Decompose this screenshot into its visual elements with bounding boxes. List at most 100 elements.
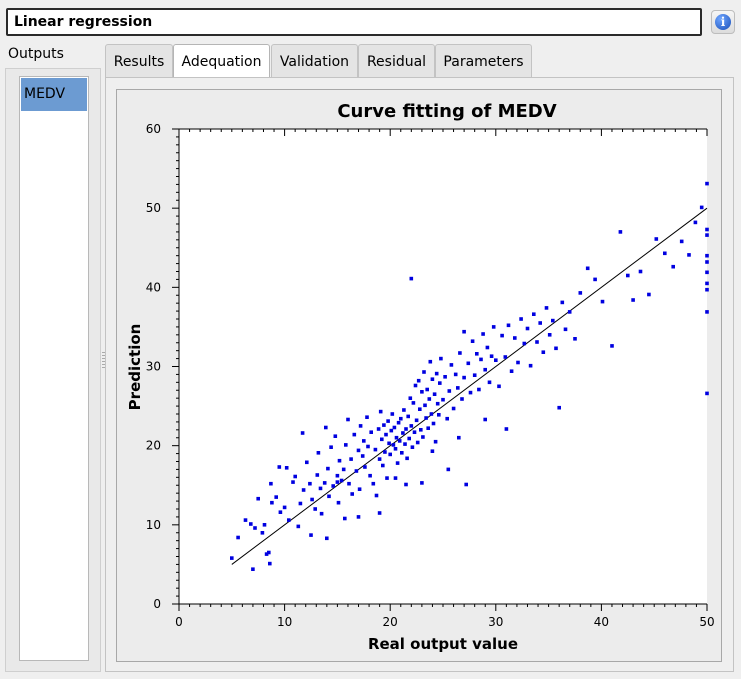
data-point [418, 407, 422, 411]
data-point [335, 473, 340, 478]
data-point [428, 359, 433, 364]
data-point [383, 450, 387, 454]
y-tick-label: 0 [153, 597, 161, 611]
data-point [447, 389, 452, 393]
data-point [563, 327, 568, 332]
data-point [453, 372, 458, 377]
data-point [284, 466, 289, 470]
outputs-item-medv[interactable]: MEDV [21, 78, 87, 111]
data-point [420, 481, 424, 485]
data-point [382, 423, 386, 427]
data-point [407, 436, 411, 441]
data-point [291, 480, 295, 484]
data-point [449, 363, 454, 367]
data-point [318, 486, 323, 491]
data-point [381, 463, 385, 468]
data-point [456, 386, 460, 390]
data-point [404, 427, 408, 431]
data-point [362, 439, 366, 443]
x-tick-label: 10 [277, 615, 292, 629]
tab-validation[interactable]: Validation [271, 44, 358, 77]
data-point [494, 358, 498, 362]
data-point [483, 417, 487, 422]
data-point [503, 355, 508, 359]
data-point [705, 270, 709, 275]
data-point [287, 518, 291, 522]
data-point [336, 500, 341, 505]
outputs-list: MEDV [19, 76, 89, 661]
data-point [392, 425, 397, 430]
data-point [560, 300, 565, 305]
data-point [483, 367, 487, 372]
data-point [388, 452, 392, 457]
data-point [578, 291, 583, 295]
tab-residual[interactable]: Residual [358, 44, 435, 77]
data-point [380, 437, 384, 442]
data-point [430, 449, 435, 453]
data-point [547, 333, 552, 337]
y-axis-label: Prediction [126, 324, 144, 411]
data-point [663, 251, 667, 256]
data-point [350, 492, 354, 496]
tab-adequation[interactable]: Adequation [173, 44, 270, 79]
data-point [519, 317, 523, 321]
data-point [358, 424, 363, 428]
data-point [705, 233, 709, 237]
plot-area [179, 129, 707, 604]
data-point [541, 350, 546, 354]
data-point [393, 476, 398, 480]
y-tick-label: 20 [146, 439, 161, 453]
data-point [506, 323, 511, 328]
data-point [423, 403, 427, 408]
data-point [327, 494, 331, 499]
data-point [472, 373, 477, 377]
model-title-field[interactable]: Linear regression [6, 8, 702, 36]
data-point [243, 518, 248, 522]
splitter-handle[interactable] [102, 352, 105, 368]
data-point [504, 427, 509, 431]
data-point [262, 523, 267, 527]
tab-parameters[interactable]: Parameters [435, 44, 532, 77]
data-point [426, 426, 430, 430]
data-point [618, 230, 623, 234]
data-point [409, 276, 414, 281]
data-point [567, 310, 572, 314]
data-point [394, 435, 399, 440]
data-point [416, 378, 421, 383]
data-point [402, 408, 406, 412]
data-point [324, 425, 328, 430]
tab-results[interactable]: Results [105, 44, 173, 77]
data-point [413, 383, 418, 388]
data-point [337, 458, 342, 463]
data-point [360, 454, 365, 458]
data-point [352, 432, 357, 437]
data-point [313, 507, 317, 511]
data-point [404, 482, 408, 487]
data-point [458, 351, 462, 355]
data-point [322, 481, 327, 485]
data-point [424, 416, 428, 420]
data-point [274, 495, 278, 499]
data-point [253, 526, 257, 530]
data-point [705, 227, 709, 232]
data-point [446, 467, 451, 472]
data-point [406, 414, 410, 419]
data-point [585, 266, 590, 271]
data-point [356, 515, 361, 519]
x-tick-label: 50 [699, 615, 714, 629]
x-tick-label: 30 [488, 615, 503, 629]
data-point [513, 336, 517, 340]
data-point [593, 277, 597, 282]
data-point [705, 281, 709, 286]
x-axis-label: Real output value [368, 635, 518, 653]
data-point [441, 397, 445, 402]
data-point [385, 476, 389, 480]
data-point [485, 345, 490, 350]
y-tick-label: 30 [146, 360, 161, 374]
data-point [422, 370, 426, 374]
data-point [384, 432, 388, 437]
data-point [705, 253, 709, 258]
data-point [516, 360, 520, 365]
info-button[interactable]: i [711, 10, 735, 34]
data-point [693, 220, 698, 225]
